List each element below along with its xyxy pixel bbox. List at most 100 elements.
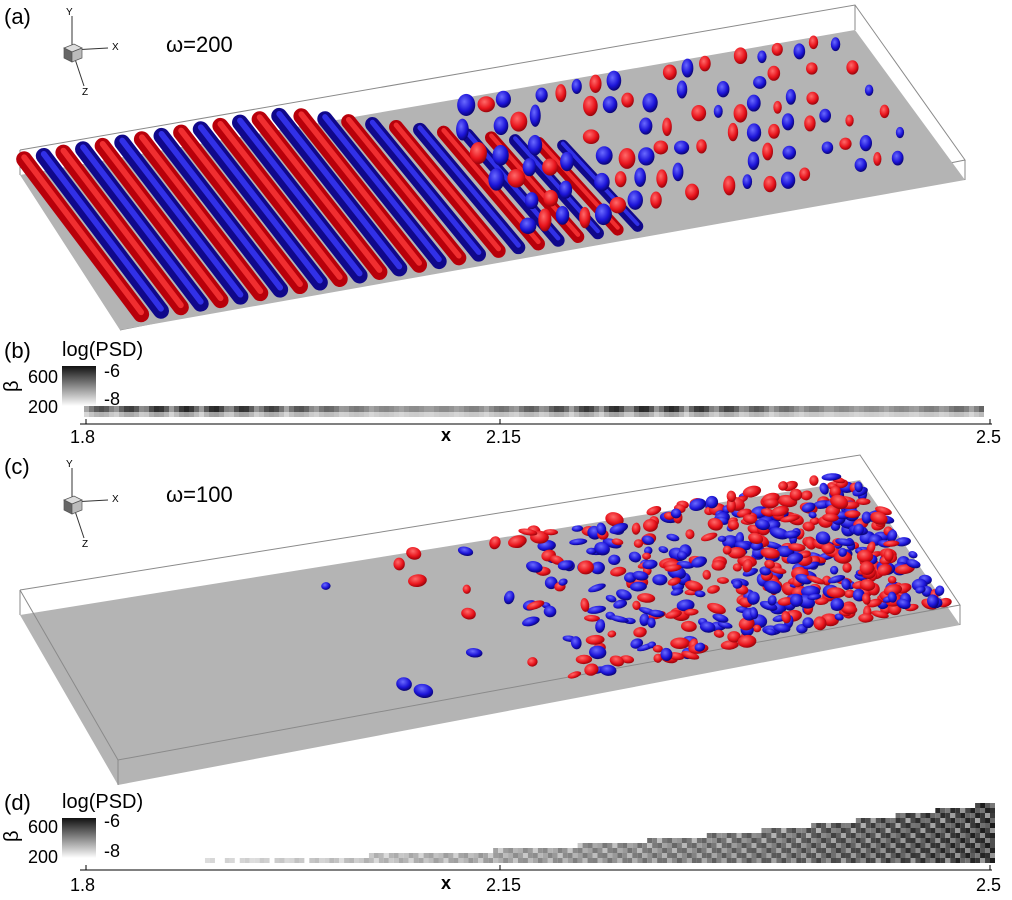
psd-cell [483,853,489,858]
negative-structure [495,90,511,108]
psd-cell [741,833,747,838]
positive-structure [806,575,826,585]
psd-cell [955,813,961,818]
psd-cell [89,406,94,412]
psd-cell [104,412,109,417]
negative-structure [605,594,617,603]
psd-cell [759,406,764,412]
psd-cell [562,853,568,858]
psd-cell [949,412,954,417]
psd-cell [409,412,414,417]
psd-cell [930,823,936,828]
psd-cell [786,843,792,848]
negative-structure [608,554,621,566]
psd-cell [924,412,929,417]
negative-structure [773,623,791,633]
psd-cell [859,412,864,417]
psd-cell [835,843,841,848]
psd-cell [104,406,109,412]
negative-roller-highlight [369,119,482,255]
psd-cell [955,848,961,853]
psd-cell [895,833,901,838]
negative-structure [747,151,760,170]
psd-cell [850,838,856,843]
psd-cell [940,843,946,848]
psd-cell [915,833,921,838]
positive-roller-highlight [178,127,303,287]
negative-structure [602,96,618,114]
psd-cell [865,833,871,838]
psd-cell [781,848,787,853]
psd-cell [839,406,844,412]
psd-cell [279,858,285,863]
psd-cell [761,848,767,853]
negative-structure [594,203,612,226]
psd-cell [786,828,792,833]
psd-cell [796,838,802,843]
psd-cell [686,848,692,853]
negative-structure [492,144,509,166]
psd-cell [393,853,399,858]
psd-cell [469,412,474,417]
psd-cell [711,858,717,863]
psd-cell [309,406,314,412]
psd-cell [821,828,827,833]
psd-cell [744,406,749,412]
negative-structure [526,561,543,573]
psd-cell [809,412,814,417]
psd-cell [905,833,911,838]
psd-cell [319,406,324,412]
psd-cell [974,412,979,417]
psd-cell [835,823,841,828]
psd-cell [870,858,876,863]
psd-cell [579,406,584,412]
psd-cell [149,412,154,417]
psd-cell [950,848,956,853]
positive-structure [477,96,495,113]
positive-structure [842,562,852,573]
positive-structure [742,514,758,524]
axis-triad-c [63,468,109,539]
positive-structure [814,597,829,605]
psd-cell [985,858,991,863]
psd-cell [434,406,439,412]
positive-structure [393,557,405,571]
positive-structure [685,529,695,540]
psd-cell [544,412,549,417]
psd-cell [726,843,732,848]
psd-cell [379,406,384,412]
psd-cell [816,843,822,848]
negative-structure [570,636,582,650]
psd-cell [925,838,931,843]
psd-cell [364,412,369,417]
positive-structure [862,592,871,605]
psd-cell [684,412,689,417]
psd-cell [699,412,704,417]
psd-cell [428,853,434,858]
psd-cell [639,412,644,417]
psd-cell [224,406,229,412]
negative-structure [543,605,557,618]
psd-cell [637,848,643,853]
positive-structure [883,540,900,547]
positive-roller-highlight [393,122,502,252]
psd-cell [816,838,822,843]
psd-cell [567,848,573,853]
psd-cell [910,813,916,818]
psd-cell [369,412,374,417]
psd-cell [781,853,787,858]
psd-cell [746,843,752,848]
psd-cell [990,833,995,838]
positive-structure [662,117,672,137]
positive-structure [584,614,600,622]
psd-cell [423,858,429,863]
psd-cell [503,848,509,853]
psd-cell [814,412,819,417]
psd-cell [870,853,876,858]
psd-cell [940,823,946,828]
psd-cell [579,412,584,417]
psd-cell [179,412,184,417]
psd-cell [960,823,966,828]
negative-structure [535,87,548,103]
psd-cell [647,858,653,863]
